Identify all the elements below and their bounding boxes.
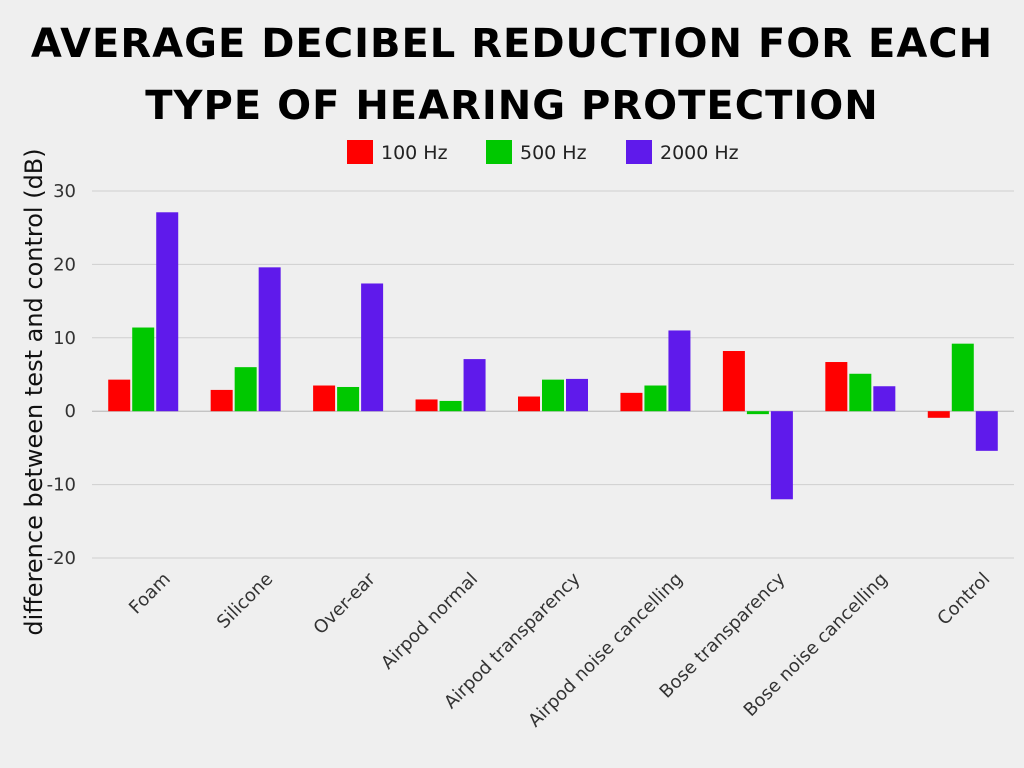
bar-airpod-transparency-500-hz: [542, 379, 564, 412]
bar-control-100-hz: [927, 411, 950, 418]
bar-over-ear-2000-hz: [361, 283, 384, 412]
x-tick-label: Airpod normal: [377, 569, 482, 674]
bar-airpod-transparency-100-hz: [518, 396, 540, 412]
bar-foam-500-hz: [132, 327, 155, 412]
bar-airpod-normal-2000-hz: [463, 359, 486, 412]
bar-silicone-100-hz: [210, 389, 233, 412]
y-axis-ticks: 30 20 10 0 -10 -20: [47, 181, 76, 569]
x-tick-label: Over-ear: [310, 568, 381, 639]
legend-label: 2000 Hz: [660, 142, 739, 164]
bar-bose-noise-cancelling-500-hz: [849, 373, 872, 412]
legend-label: 100 Hz: [381, 142, 448, 164]
bar-over-ear-500-hz: [337, 386, 360, 412]
bar-foam-100-hz: [108, 379, 131, 412]
bar-bose-noise-cancelling-100-hz: [825, 362, 848, 412]
bar-airpod-normal-100-hz: [415, 399, 438, 412]
bar-bose-transparency-500-hz: [746, 411, 769, 415]
y-tick-label: 10: [53, 328, 76, 349]
y-tick-label: 0: [65, 401, 76, 422]
legend-label: 500 Hz: [520, 142, 587, 164]
gridlines: [92, 190, 1014, 559]
x-tick-label: Control: [933, 569, 994, 630]
bar-control-2000-hz: [975, 411, 998, 451]
bar-silicone-2000-hz: [258, 267, 281, 412]
y-axis-label: difference between test and control (dB): [20, 148, 48, 635]
x-tick-label: Silicone: [213, 569, 277, 633]
bar-bose-noise-cancelling-2000-hz: [873, 386, 896, 412]
y-tick-label: -20: [47, 548, 76, 569]
legend: 100 Hz 500 Hz 2000 Hz: [347, 140, 739, 164]
y-tick-label: -10: [47, 475, 76, 496]
legend-swatch: [347, 140, 373, 164]
bar-airpod-noise-cancelling-2000-hz: [668, 330, 691, 412]
chart-title-line-1: AVERAGE DECIBEL REDUCTION FOR EACH: [31, 21, 993, 67]
bar-control-500-hz: [951, 343, 974, 412]
bar-airpod-noise-cancelling-500-hz: [644, 385, 667, 412]
y-tick-label: 30: [53, 181, 76, 202]
bar-bose-transparency-2000-hz: [770, 411, 793, 500]
bar-airpod-transparency-2000-hz: [566, 378, 588, 412]
x-tick-label: Foam: [125, 569, 175, 619]
bar-foam-2000-hz: [156, 212, 179, 412]
bar-bose-transparency-100-hz: [722, 351, 745, 412]
bar-airpod-noise-cancelling-100-hz: [620, 392, 643, 412]
chart-title-line-2: TYPE OF HEARING PROTECTION: [145, 83, 878, 129]
legend-swatch: [486, 140, 512, 164]
legend-swatch: [626, 140, 652, 164]
bar-silicone-500-hz: [234, 367, 257, 412]
bar-airpod-normal-500-hz: [439, 400, 462, 412]
y-tick-label: 20: [53, 254, 76, 275]
chart-title: AVERAGE DECIBEL REDUCTION FOR EACH TYPE …: [31, 21, 993, 129]
bars: [108, 212, 998, 500]
bar-over-ear-100-hz: [313, 385, 336, 412]
